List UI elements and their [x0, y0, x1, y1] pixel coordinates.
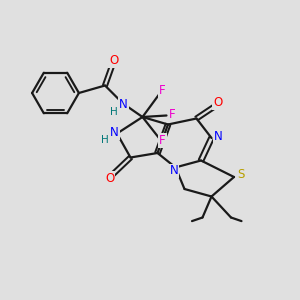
Text: H: H	[110, 107, 117, 117]
Text: O: O	[213, 96, 222, 110]
Text: F: F	[169, 107, 175, 121]
Text: N: N	[110, 126, 119, 140]
Text: F: F	[159, 84, 165, 98]
Text: N: N	[214, 130, 223, 143]
Text: F: F	[159, 134, 166, 147]
Text: S: S	[237, 168, 244, 181]
Text: N: N	[169, 164, 178, 178]
Text: O: O	[110, 54, 118, 68]
Text: N: N	[119, 98, 128, 111]
Text: H: H	[100, 135, 108, 145]
Text: O: O	[105, 172, 114, 185]
